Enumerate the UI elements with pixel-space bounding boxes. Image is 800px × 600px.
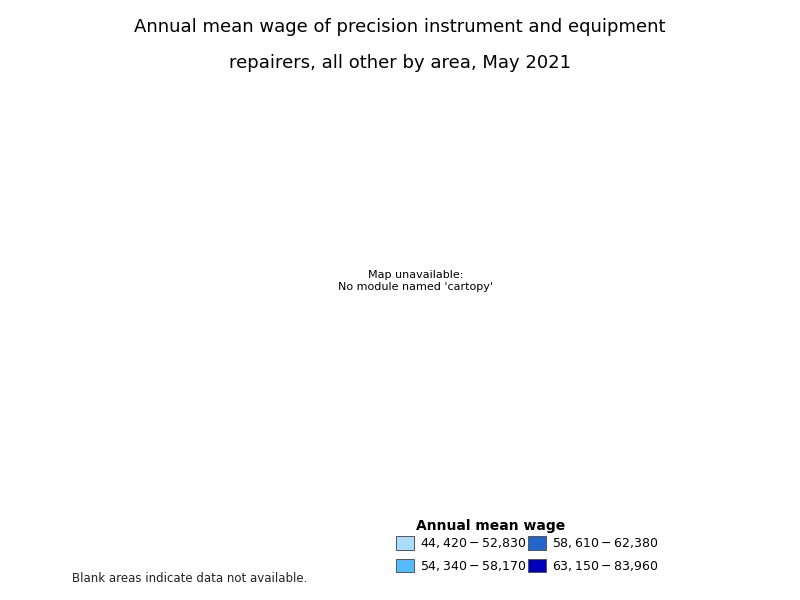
- Text: $58,610 - $62,380: $58,610 - $62,380: [552, 536, 658, 550]
- Text: repairers, all other by area, May 2021: repairers, all other by area, May 2021: [229, 54, 571, 72]
- Text: Map unavailable:
No module named 'cartopy': Map unavailable: No module named 'cartop…: [338, 270, 494, 292]
- Text: $44,420 - $52,830: $44,420 - $52,830: [420, 536, 526, 550]
- Text: Annual mean wage of precision instrument and equipment: Annual mean wage of precision instrument…: [134, 18, 666, 36]
- Text: $54,340 - $58,170: $54,340 - $58,170: [420, 559, 526, 573]
- Text: $63,150 - $83,960: $63,150 - $83,960: [552, 559, 658, 573]
- Text: Annual mean wage: Annual mean wage: [416, 519, 566, 533]
- Text: Blank areas indicate data not available.: Blank areas indicate data not available.: [72, 572, 307, 585]
